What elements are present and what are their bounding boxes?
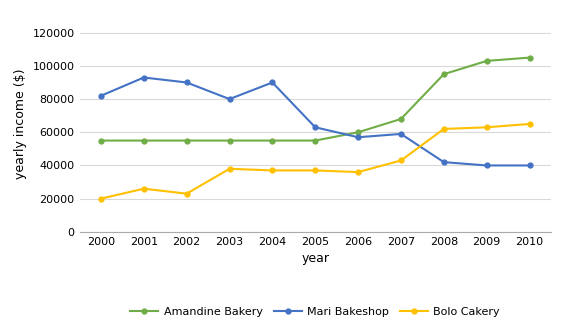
Amandine Bakery	[183, 139, 190, 143]
Amandine Bakery	[98, 139, 105, 143]
Mari Bakeshop	[269, 80, 276, 84]
Mari Bakeshop	[312, 125, 319, 129]
Amandine Bakery	[440, 72, 447, 76]
Line: Amandine Bakery: Amandine Bakery	[98, 55, 532, 143]
Mari Bakeshop	[354, 135, 361, 139]
Mari Bakeshop	[226, 97, 233, 101]
Bolo Cakery	[269, 168, 276, 172]
Legend: Amandine Bakery, Mari Bakeshop, Bolo Cakery: Amandine Bakery, Mari Bakeshop, Bolo Cak…	[126, 302, 504, 321]
Amandine Bakery	[140, 139, 147, 143]
Bolo Cakery	[226, 167, 233, 171]
X-axis label: year: year	[301, 252, 329, 265]
Amandine Bakery	[312, 139, 319, 143]
Bolo Cakery	[140, 187, 147, 191]
Bolo Cakery	[183, 192, 190, 195]
Mari Bakeshop	[440, 160, 447, 164]
Line: Bolo Cakery: Bolo Cakery	[98, 121, 532, 201]
Amandine Bakery	[398, 117, 404, 121]
Mari Bakeshop	[526, 164, 533, 167]
Amandine Bakery	[483, 59, 490, 63]
Bolo Cakery	[98, 197, 105, 201]
Amandine Bakery	[269, 139, 276, 143]
Mari Bakeshop	[140, 76, 147, 80]
Y-axis label: yearly income ($): yearly income ($)	[14, 69, 27, 179]
Mari Bakeshop	[183, 80, 190, 84]
Mari Bakeshop	[483, 164, 490, 167]
Mari Bakeshop	[398, 132, 404, 136]
Amandine Bakery	[526, 56, 533, 60]
Mari Bakeshop	[98, 94, 105, 98]
Bolo Cakery	[312, 168, 319, 172]
Bolo Cakery	[440, 127, 447, 131]
Bolo Cakery	[398, 158, 404, 162]
Bolo Cakery	[526, 122, 533, 126]
Bolo Cakery	[483, 125, 490, 129]
Line: Mari Bakeshop: Mari Bakeshop	[98, 75, 532, 168]
Amandine Bakery	[354, 130, 361, 134]
Amandine Bakery	[226, 139, 233, 143]
Bolo Cakery	[354, 170, 361, 174]
